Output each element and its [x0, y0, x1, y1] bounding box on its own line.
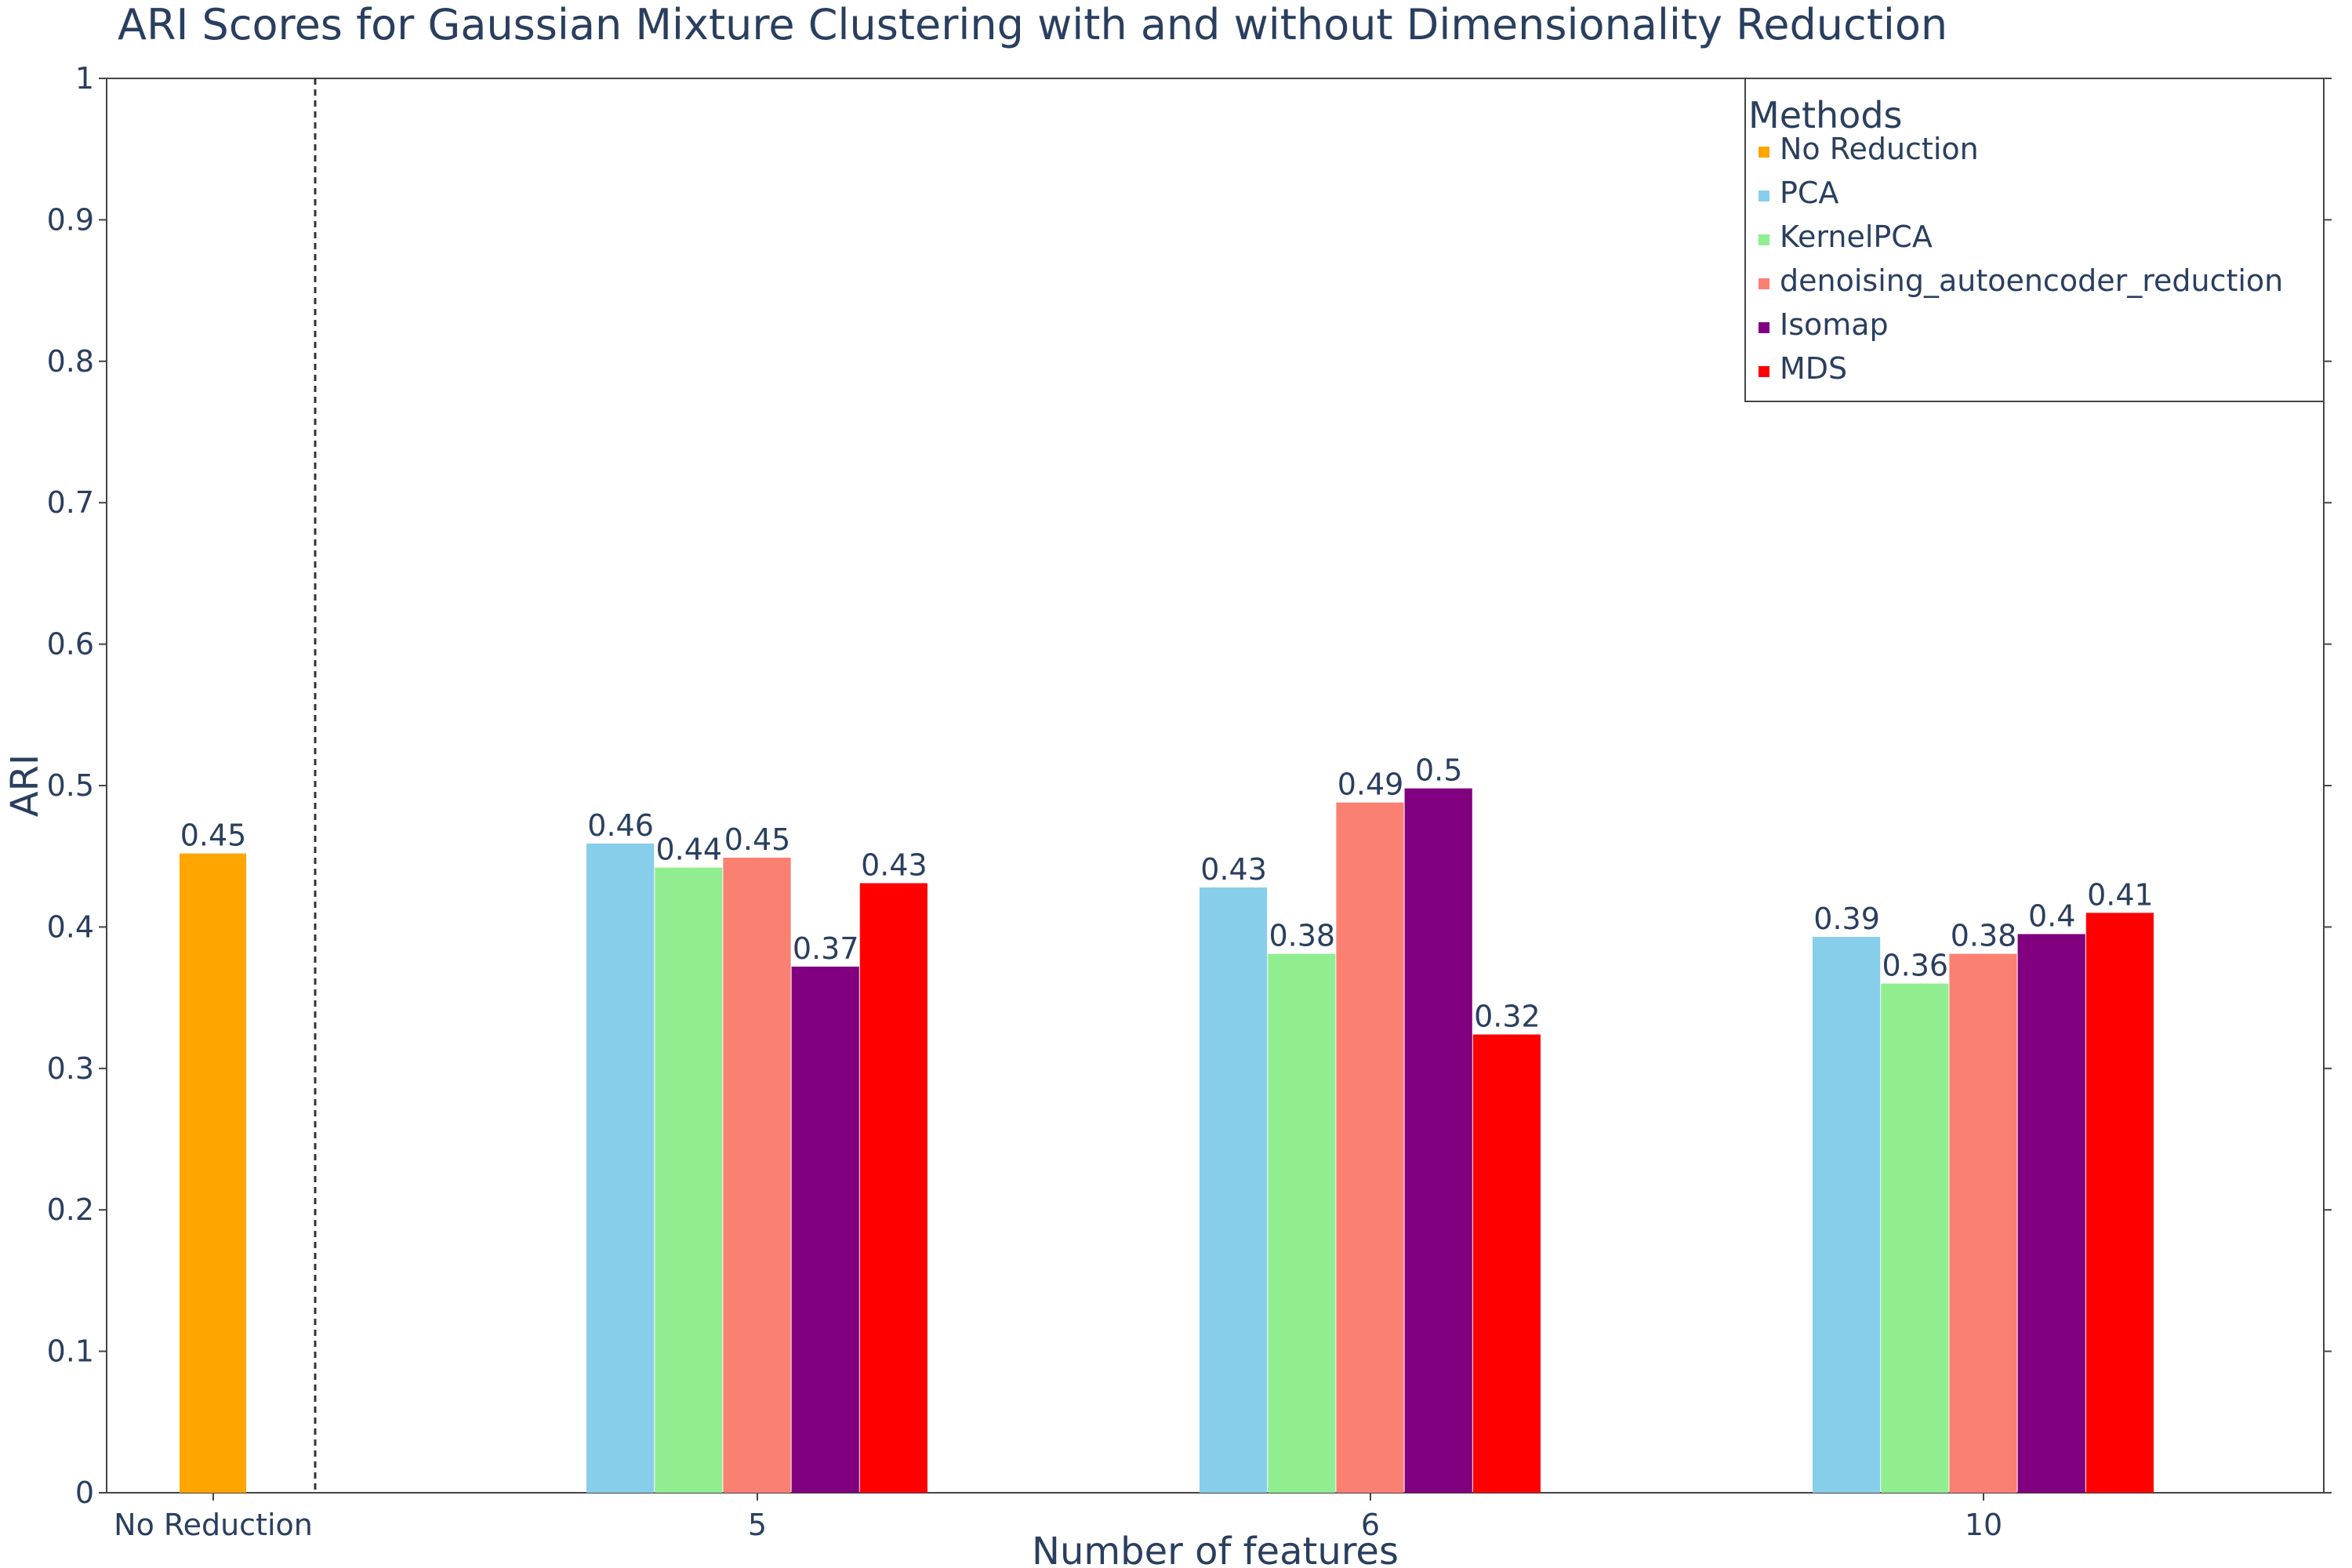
x-tick-label: 5: [748, 1508, 767, 1542]
bar-kernelpca-6: [1268, 953, 1336, 1493]
data-label: 0.49: [1338, 768, 1404, 802]
legend-swatch: [1759, 366, 1769, 377]
y-tick-label: 0.2: [47, 1192, 94, 1227]
data-label: 0.4: [2028, 898, 2075, 933]
data-label: 0.46: [587, 808, 654, 843]
legend-swatch: [1759, 278, 1769, 289]
bar-isomap-10: [2017, 934, 2085, 1493]
bar-denoising-autoencoder-reduction-5: [723, 858, 791, 1493]
y-tick-label: 0.7: [47, 485, 94, 520]
legend-swatch: [1759, 147, 1769, 158]
bar-kernelpca-10: [1881, 983, 1949, 1493]
y-axis-title: ARI: [3, 754, 47, 817]
legend-label: KernelPCA: [1780, 220, 1933, 254]
data-labels: 0.45 0.460.430.390.440.380.360.450.490.38…: [180, 753, 2154, 1034]
legend-label: PCA: [1780, 176, 1838, 210]
y-tick-label: 1: [75, 61, 94, 96]
bar-pca-10: [1813, 937, 1881, 1493]
legend-items: No Reduction PCA KernelPCA denoising_autoen…: [1759, 132, 2283, 386]
bar-denoising-autoencoder-reduction-6: [1336, 802, 1404, 1493]
bars: [180, 788, 2154, 1493]
y-tick-label: 0.9: [47, 202, 94, 237]
y-axis: 0 0.1 0.2 0.3 0.4 0.5 0.6 0.7 0.8 0.9 1: [47, 61, 2332, 1510]
bar-pca-6: [1200, 887, 1268, 1493]
y-tick-label: 0.3: [47, 1051, 94, 1086]
data-label: 0.37: [793, 931, 859, 966]
data-label: 0.38: [1269, 919, 1335, 953]
data-label: 0.45: [180, 818, 247, 853]
legend-swatch: [1759, 234, 1769, 245]
bar-no-reduction-no-reduction: [180, 853, 246, 1493]
bar-isomap-5: [791, 966, 859, 1493]
x-axis-title: Number of features: [1032, 1530, 1399, 1568]
legend-label: Isomap: [1780, 307, 1889, 342]
legend: Methods No Reduction PCA KernelPCA denoisin…: [1744, 78, 2325, 402]
bar-pca-5: [586, 843, 655, 1493]
data-label: 0.43: [861, 848, 927, 882]
y-tick-label: 0.8: [47, 344, 94, 379]
data-label: 0.43: [1200, 852, 1267, 887]
y-tick-label: 0.4: [47, 909, 94, 944]
chart-title: ARI Scores for Gaussian Mixture Clusteri…: [118, 0, 1947, 49]
data-label: 0.32: [1474, 1000, 1541, 1034]
data-label: 0.38: [1951, 919, 2017, 953]
legend-swatch: [1759, 322, 1769, 333]
y-tick-label: 0: [75, 1475, 94, 1510]
x-tick-label: 10: [1965, 1508, 2002, 1542]
data-label: 0.41: [2087, 877, 2154, 912]
bar-mds-10: [2085, 913, 2154, 1493]
bar-mds-6: [1472, 1034, 1541, 1493]
legend-label: No Reduction: [1780, 132, 1979, 166]
legend-label: denoising_autoencoder_reduction: [1780, 263, 2283, 298]
x-tick-label: No Reduction: [114, 1508, 313, 1542]
y-tick-label: 0.1: [47, 1334, 94, 1369]
legend-box: [1744, 78, 2325, 402]
data-label: 0.36: [1882, 949, 1948, 983]
data-label: 0.45: [724, 822, 791, 857]
y-tick-label: 0.6: [47, 627, 94, 662]
data-label: 0.44: [655, 833, 722, 867]
legend-title: Methods: [1748, 94, 1903, 136]
legend-label: MDS: [1780, 351, 1847, 386]
x-axis: No Reduction 5 6 10: [114, 1493, 2002, 1542]
bar-kernelpca-5: [655, 867, 723, 1493]
y-tick-label: 0.5: [47, 768, 94, 803]
legend-swatch: [1759, 191, 1769, 201]
bar-isomap-6: [1404, 788, 1472, 1493]
data-label: 0.5: [1415, 753, 1462, 788]
bar-denoising-autoencoder-reduction-10: [1949, 953, 2017, 1493]
bar-mds-5: [859, 883, 927, 1493]
x-tick-label: 6: [1361, 1508, 1380, 1542]
data-label: 0.39: [1813, 902, 1880, 936]
